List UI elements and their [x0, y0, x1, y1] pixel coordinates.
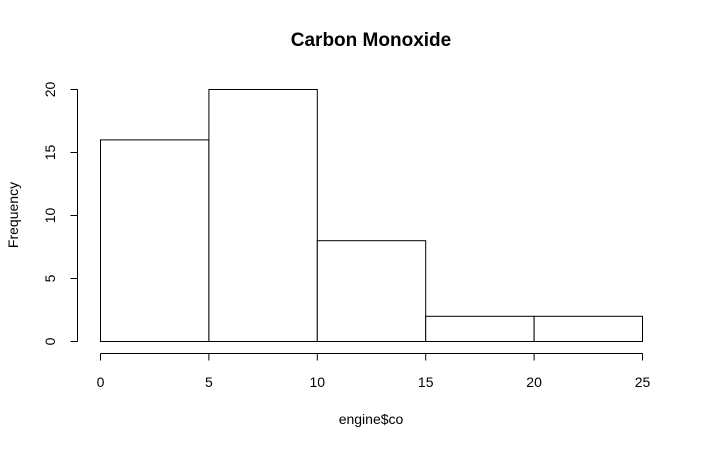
bar-4 — [533, 315, 643, 342]
y-tick-label-1: 5 — [42, 274, 58, 282]
x-tick-label-5: 25 — [635, 374, 651, 390]
bar-2 — [316, 240, 427, 342]
bar-3 — [425, 315, 535, 342]
x-tick-label-0: 0 — [97, 374, 105, 390]
y-axis-label: Frequency — [5, 182, 21, 248]
chart-title: Carbon Monoxide — [291, 30, 451, 51]
bar-1 — [208, 89, 318, 342]
bars-group — [100, 89, 643, 342]
y-tick-label-0: 0 — [42, 337, 58, 345]
y-tick-label-2: 10 — [42, 208, 58, 224]
bar-0 — [100, 139, 210, 342]
y-axis: 0 5 10 15 20 — [42, 82, 78, 345]
x-tick-label-1: 5 — [205, 374, 213, 390]
x-tick-label-3: 15 — [418, 374, 434, 390]
y-tick-label-3: 15 — [42, 145, 58, 161]
x-axis-label: engine$co — [339, 411, 404, 427]
x-tick-label-2: 10 — [310, 374, 326, 390]
y-tick-label-4: 20 — [42, 82, 58, 98]
x-axis: 0 5 10 15 20 25 — [97, 353, 651, 390]
x-tick-label-4: 20 — [526, 374, 542, 390]
